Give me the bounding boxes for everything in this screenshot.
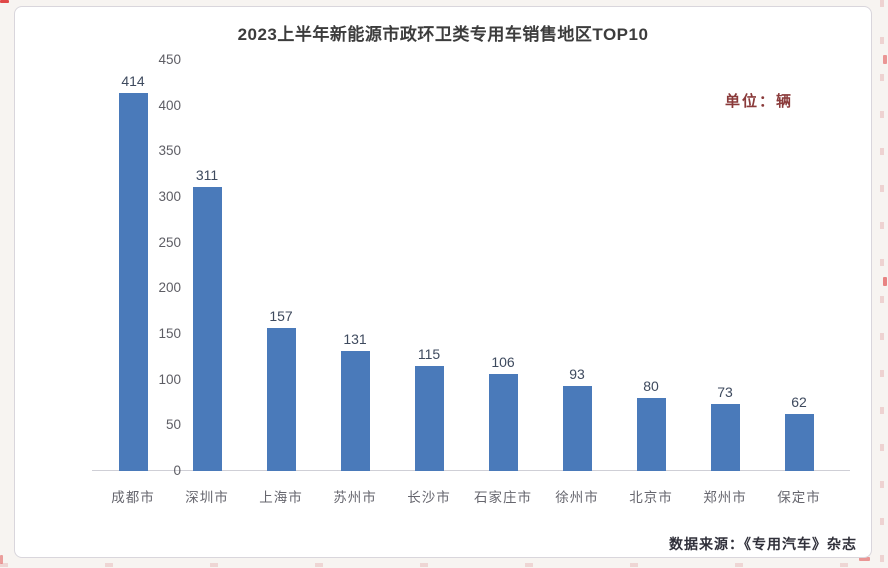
red-artifact-bottom-right: [859, 557, 870, 561]
x-axis-line: [92, 470, 850, 471]
y-tick-label: 450: [158, 52, 181, 67]
bar: [636, 398, 666, 471]
x-axis-labels: 成都市 深圳市 上海市 苏州市 长沙市 石家庄市 徐州市 北京市 郑州市 保定市: [96, 486, 836, 506]
y-tick-label: 150: [158, 326, 181, 341]
x-category-label: 深圳市: [185, 490, 229, 505]
x-category-label: 北京市: [629, 490, 673, 505]
bar-value-label: 131: [343, 331, 367, 347]
bar-column: 157: [244, 60, 318, 471]
bar-value-label: 414: [121, 73, 145, 89]
bar-value-label: 93: [569, 366, 585, 382]
x-category-label: 上海市: [259, 490, 303, 505]
edge-artifact-dashes-bottom: [0, 563, 888, 567]
x-category-label: 长沙市: [407, 490, 451, 505]
y-tick-label: 400: [158, 97, 181, 113]
red-artifact-right-middle: [883, 277, 887, 286]
bar-column: 414: [96, 60, 170, 471]
bar-value-label: 157: [269, 308, 293, 324]
red-artifact-right-top: [883, 55, 887, 64]
bar-value-label: 115: [417, 346, 441, 362]
bar: [784, 414, 814, 471]
chart-panel: 2023上半年新能源市政环卫类专用车销售地区TOP10 单位：辆 450 400 3…: [14, 6, 872, 558]
bar-value-label: 106: [491, 354, 515, 370]
y-tick-label: 350: [158, 143, 181, 159]
bar: [562, 386, 592, 471]
x-category-label: 保定市: [777, 490, 821, 505]
bar-column: 93: [540, 60, 614, 471]
x-category-label: 成都市: [111, 490, 155, 505]
x-category-label: 石家庄市: [474, 490, 532, 505]
chart-title: 2023上半年新能源市政环卫类专用车销售地区TOP10: [237, 25, 649, 44]
bar: [266, 328, 296, 471]
x-category-label: 郑州市: [703, 490, 747, 505]
edge-artifact-dashes-right: [880, 0, 884, 568]
red-artifact-top-left: [0, 0, 9, 3]
y-tick-label: 250: [158, 234, 181, 250]
x-category-label: 徐州市: [555, 490, 599, 505]
bar: [192, 187, 222, 471]
bar-value-label: 73: [717, 384, 733, 400]
bar: [710, 404, 740, 471]
bar-value-label: 62: [791, 394, 807, 410]
x-category-label: 苏州市: [333, 490, 377, 505]
bar-column: 73: [688, 60, 762, 471]
bar-value-label: 80: [643, 378, 659, 394]
y-tick-label: 200: [158, 280, 181, 296]
bar-value-label: 311: [195, 167, 219, 183]
bar-column: 80: [614, 60, 688, 471]
bar: [340, 351, 370, 471]
bar-column: 131: [318, 60, 392, 471]
bar-column: 106: [466, 60, 540, 471]
y-tick-label: 50: [165, 417, 181, 433]
unit-label: 单位：辆: [724, 93, 793, 110]
bar-column: 62: [762, 60, 836, 471]
plot-area: 450 400 350 300 250 200 150 100 50 0 414 311 157 131…: [92, 52, 850, 478]
y-tick-label: 100: [158, 371, 181, 387]
data-source-label: 数据来源：《专用汽车》杂志: [669, 536, 857, 552]
bar: [414, 366, 444, 471]
bar-series: 414 311 157 131 115 106 93 80 73 62: [96, 60, 836, 471]
red-artifact-bottom-left: [0, 555, 3, 564]
y-tick-label: 300: [158, 189, 181, 204]
y-tick-label: 0: [173, 463, 181, 478]
bar: [488, 374, 518, 471]
bar: [118, 93, 148, 471]
bar-column: 311: [170, 60, 244, 471]
bar-column: 115: [392, 60, 466, 471]
